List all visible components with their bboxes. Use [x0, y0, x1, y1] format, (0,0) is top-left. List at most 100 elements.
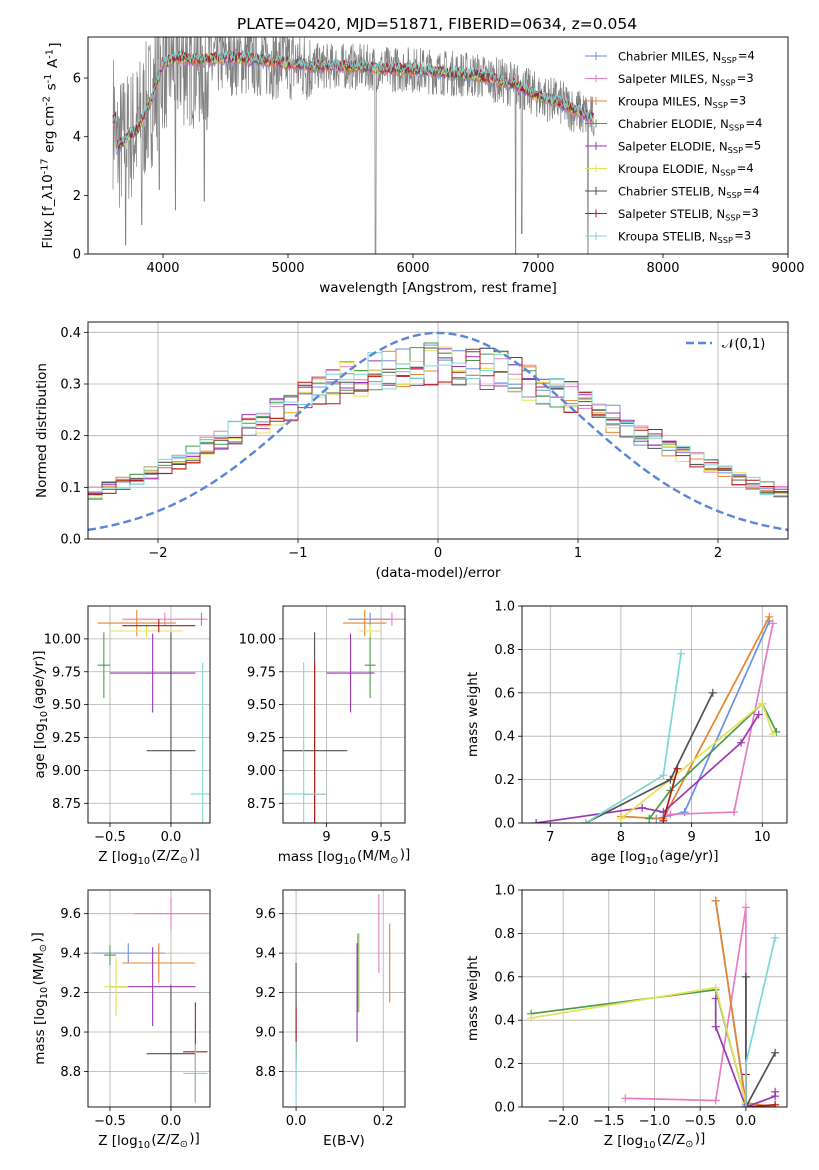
- legend-entry: Salpeter ELODIE, NSSP =5: [618, 139, 761, 155]
- x-axis-label: Z [log10 (Z/Z⊙ )]: [98, 847, 200, 867]
- axes-frame: [282, 605, 406, 824]
- x-axis-label: wavelength [Angstrom, rest frame]: [319, 280, 557, 296]
- y-tick-label: 0.1: [60, 481, 81, 496]
- x-axis-label: Z [log10 (Z/Z⊙ )]: [604, 1131, 706, 1151]
- y-tick-label: 0.2: [494, 1057, 515, 1072]
- y-tick-label: 9.0: [60, 1026, 81, 1041]
- x-tick-label: 9: [687, 830, 695, 845]
- histogram-8: [88, 352, 788, 496]
- y-tick-label: 10.00: [239, 632, 276, 647]
- model-spectrum-7: [112, 50, 595, 151]
- y-tick-label: 9.75: [52, 665, 81, 680]
- y-tick-label: 0: [73, 248, 81, 263]
- legend-entry: Chabrier MILES, NSSP =4: [618, 49, 755, 65]
- legend-entry: Kroupa ELODIE, NSSP =4: [618, 161, 754, 177]
- x-axis-label: Z [log10 (Z/Z⊙ )]: [98, 1131, 200, 1151]
- x-tick-label: 2: [714, 546, 722, 561]
- y-tick-label: 1.0: [494, 884, 515, 899]
- normal-curve: [88, 331, 788, 532]
- axes-frame: [87, 36, 789, 255]
- x-axis-label: age [log10 (age/yr)]: [590, 848, 718, 867]
- age_vs_mass-axes: 9 9.5 8.75 9.00 9.25 9.50 9.75 10.00 mass [log10…: [239, 605, 410, 867]
- residuals-plot: [88, 331, 788, 532]
- age_vs_Z-axes: −0.5 0.0 8.75 9.00 9.25 9.50 9.75 10.00 Z [log10…: [31, 605, 211, 867]
- y-tick-label: 0.4: [60, 326, 81, 341]
- mass_vs_ebv-axes: 0.0 0.2 8.8 9.0 9.2 9.4 9.6 E(B-V): [255, 889, 406, 1149]
- weight_vs_Z-plot: [527, 896, 780, 1107]
- x-tick-label: 0.0: [286, 1114, 307, 1129]
- x-tick-label: 0: [434, 546, 442, 561]
- axes-frame: [87, 605, 211, 824]
- y-tick-label: 0.3: [60, 378, 81, 393]
- x-tick-label: 9.5: [371, 830, 392, 845]
- y-tick-label: 0.0: [494, 1101, 515, 1116]
- legend-entry: Chabrier STELIB, NSSP =4: [618, 184, 760, 200]
- legend-entry: Chabrier ELODIE, NSSP =4: [618, 116, 762, 132]
- x-tick-label: 9000: [771, 261, 804, 276]
- x-tick-label: 0.2: [373, 1114, 394, 1129]
- weight_vs_age-axes: 7 8 9 10 0.0 0.2 0.4 0.6 0.8 1.0 age [log10 (age/y…: [465, 600, 788, 867]
- mass_vs_Z-axes: −0.5 0.0 8.8 9.0 9.2 9.4 9.6 Z [log10 (Z/Z⊙ )] m…: [30, 889, 211, 1151]
- legend-entry: Salpeter MILES, NSSP =3: [618, 71, 754, 87]
- legend-entry: Kroupa MILES, NSSP =3: [618, 94, 746, 110]
- age_vs_mass-plot: [283, 609, 405, 823]
- weight-series-8: [585, 653, 682, 823]
- y-tick-label: 9.25: [247, 731, 276, 746]
- y-tick-label: 9.6: [60, 907, 81, 922]
- y-tick-label: 8.8: [255, 1065, 276, 1080]
- plot-layer: 4000 5000 6000 7000 8000 9000 0 2 4 6 wavelength […: [30, 36, 805, 1151]
- x-tick-label: 5000: [271, 261, 304, 276]
- y-tick-label: 9.00: [52, 764, 81, 779]
- x-tick-label: −0.5: [94, 1114, 126, 1129]
- x-tick-label: 7000: [521, 261, 554, 276]
- y-tick-label: 8.75: [52, 797, 81, 812]
- weight-series-3: [648, 702, 778, 820]
- weight-series-7: [662, 768, 679, 822]
- weight-series-1: [625, 907, 747, 1103]
- y-tick-label: 9.2: [255, 986, 276, 1001]
- weight-series-4: [535, 714, 760, 823]
- age_vs_Z-plot: [97, 609, 210, 823]
- y-tick-label: 9.50: [52, 698, 81, 713]
- y-axis-label: mass weight: [465, 956, 481, 1041]
- x-tick-label: −2.0: [547, 1114, 579, 1129]
- x-tick-label: −1.5: [593, 1114, 625, 1129]
- y-axis-label: mass weight: [465, 672, 481, 757]
- x-tick-label: 7: [546, 830, 554, 845]
- x-tick-label: −0.5: [94, 830, 126, 845]
- x-tick-label: 1: [574, 546, 582, 561]
- legend-entry: Kroupa STELIB, NSSP =3: [618, 229, 751, 245]
- mass_vs_ebv-plot: [295, 893, 391, 1102]
- weight_vs_Z-axes: −2.0 −1.5 −1.0 −0.5 0.0 0.0 0.2 0.4 0.6 0.8 1.0 Z […: [465, 884, 788, 1151]
- x-tick-label: −2: [148, 546, 167, 561]
- y-tick-label: 0.2: [494, 773, 515, 788]
- spectrum-axes: 4000 5000 6000 7000 8000 9000 0 2 4 6 wavelength […: [40, 36, 805, 296]
- axes-frame: [521, 605, 788, 824]
- y-tick-label: 0.6: [494, 970, 515, 985]
- x-tick-label: 8: [617, 830, 625, 845]
- x-tick-label: 4000: [146, 261, 179, 276]
- y-tick-label: 9.4: [255, 947, 276, 962]
- x-tick-label: 9: [322, 830, 330, 845]
- x-tick-label: 10: [754, 830, 771, 845]
- y-tick-label: 0.8: [494, 927, 515, 942]
- residuals-axes: −2 −1 0 1 2 0.0 0.1 0.2 0.3 0.4 (data-model)/error…: [34, 321, 789, 581]
- y-tick-label: 0.4: [494, 1014, 515, 1029]
- y-tick-label: 2: [73, 189, 81, 204]
- figure-title: PLATE=0420, MJD=51871, FIBERID=0634, z=0…: [237, 15, 637, 33]
- y-tick-label: 0.0: [60, 533, 81, 548]
- y-tick-label: 8.8: [60, 1065, 81, 1080]
- axes-frame: [282, 889, 406, 1108]
- y-tick-label: 9.6: [255, 907, 276, 922]
- y-tick-label: 0.6: [494, 686, 515, 701]
- weight_vs_age-plot: [532, 612, 781, 823]
- y-axis-label: Flux [f_λ10-17 erg cm-2 s-1 A-1 ]: [40, 42, 63, 248]
- x-tick-label: 0.0: [161, 830, 182, 845]
- y-tick-label: 6: [73, 72, 81, 87]
- spectrum-legend: Chabrier MILES, NSSP =4 Salpeter MILES, N…: [585, 49, 762, 245]
- y-axis-label: Normed distribution: [34, 363, 50, 498]
- y-tick-label: 9.25: [52, 731, 81, 746]
- observed-spectrum: [112, 37, 595, 254]
- y-tick-label: 8.75: [247, 797, 276, 812]
